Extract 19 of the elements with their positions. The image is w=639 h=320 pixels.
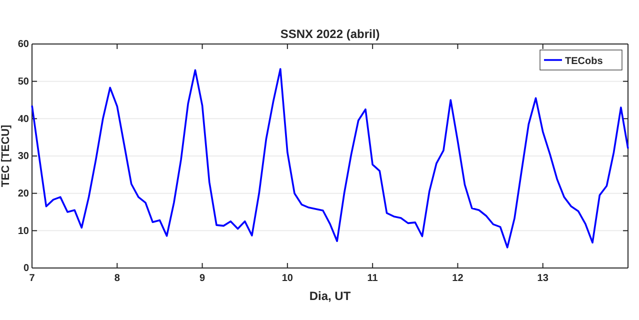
y-tick-label: 50 — [18, 76, 30, 88]
y-tick-label: 40 — [18, 114, 30, 125]
y-tick-label: 0 — [23, 263, 30, 274]
x-tick-label: 13 — [537, 273, 549, 284]
x-tick-label: 10 — [282, 273, 294, 284]
x-tick-label: 12 — [452, 273, 464, 284]
x-tick-label: 7 — [29, 273, 36, 284]
y-tick-label: 30 — [18, 151, 30, 162]
y-tick-label: 20 — [18, 188, 30, 200]
x-axis-title: Dia, UT — [309, 289, 352, 303]
x-tick-label: 8 — [114, 273, 120, 284]
y-axis-title: TEC [TECU] — [0, 124, 12, 188]
x-tick-label: 9 — [200, 273, 206, 284]
chart-title: SSNX 2022 (abril) — [280, 27, 380, 41]
line-series — [31, 68, 629, 248]
legend-label: TECobs — [565, 56, 604, 67]
y-tick-label: 10 — [18, 226, 30, 237]
x-tick-label: 11 — [367, 273, 378, 284]
y-tick-label: 60 — [18, 39, 30, 50]
